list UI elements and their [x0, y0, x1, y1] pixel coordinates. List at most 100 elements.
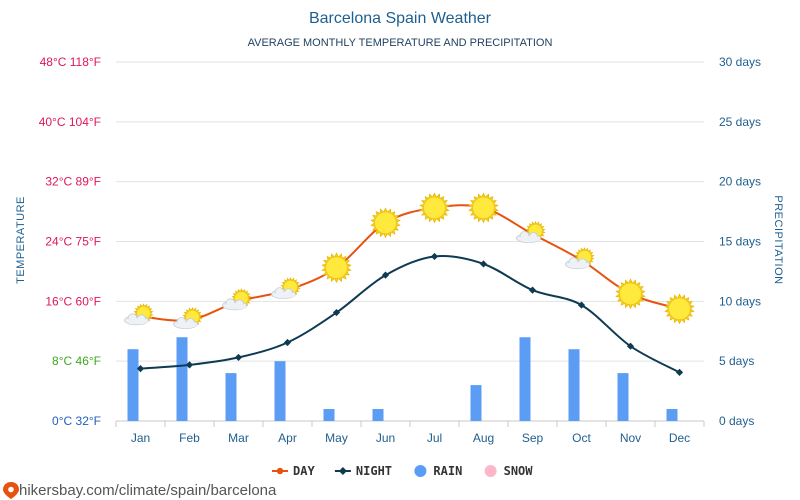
- x-tick-label: Feb: [179, 431, 200, 445]
- temperature-axis: 0°C 32°F 8°C 46°F 16°C 60°F 24°C 75°F 32°C 8…: [39, 55, 101, 428]
- cloud-fill: [567, 261, 589, 269]
- x-tick-label: Jul: [427, 431, 442, 445]
- legend-marker: [414, 465, 427, 477]
- partly-cloudy-icon: [173, 306, 203, 329]
- rain-bar: [323, 409, 335, 421]
- weather-icons: [124, 192, 695, 329]
- partly-cloudy-icon: [565, 247, 595, 270]
- rain-bar: [470, 385, 482, 421]
- legend-item-night: NIGHT: [334, 464, 392, 478]
- y2-tick-label: 30 days: [719, 55, 761, 69]
- cloud-fill: [175, 321, 197, 329]
- y-axis-title: TEMPERATURE: [15, 196, 27, 284]
- night-point: [136, 365, 145, 373]
- legend: DAY NIGHT RAIN SNOW: [272, 464, 533, 478]
- night-point: [234, 353, 243, 362]
- y2-tick-label: 10 days: [719, 294, 761, 308]
- y-tick-label: 8°C 46°F: [52, 354, 101, 368]
- partly-cloudy-icon: [271, 276, 301, 300]
- sun-icon: [419, 192, 450, 224]
- night-point: [675, 368, 684, 376]
- rain-bar: [666, 409, 678, 421]
- source-link[interactable]: hikersbay.com/climate/spain/barcelona: [19, 482, 277, 499]
- sun-disc: [374, 211, 397, 235]
- sun-icon: [664, 293, 695, 325]
- night-point: [479, 260, 488, 268]
- legend-label: DAY: [293, 464, 315, 478]
- temperature-lines: [136, 204, 684, 376]
- night-point: [626, 342, 635, 350]
- footer-source[interactable]: hikersbay.com/climate/spain/barcelona: [3, 482, 277, 499]
- rain-bar: [617, 373, 629, 421]
- sun-disc: [423, 196, 446, 220]
- sun-icon: [468, 192, 499, 224]
- x-tick-label: Sep: [522, 431, 544, 445]
- legend-label: SNOW: [504, 464, 534, 478]
- sun-disc: [325, 256, 348, 280]
- night-line: [140, 255, 680, 374]
- legend-marker: [338, 467, 347, 475]
- x-tick-label: Oct: [572, 431, 591, 445]
- y-tick-label: 32°C 89°F: [45, 175, 101, 189]
- chart-subtitle: AVERAGE MONTHLY TEMPERATURE AND PRECIPIT…: [248, 37, 553, 49]
- x-tick-label: Aug: [473, 431, 494, 445]
- night-point: [381, 271, 390, 279]
- sun-disc: [472, 196, 495, 220]
- precipitation-axis: 0 days 5 days 10 days 15 days 20 days 25 days…: [719, 55, 761, 428]
- x-tick-label: May: [325, 431, 348, 445]
- y2-tick-label: 5 days: [719, 354, 754, 368]
- y-tick-label: 40°C 104°F: [39, 115, 101, 129]
- partly-cloudy-icon: [124, 303, 154, 326]
- legend-label: NIGHT: [356, 464, 392, 478]
- y2-axis-title: PRECIPITATION: [772, 195, 784, 284]
- cloud-fill: [273, 291, 295, 299]
- night-point: [528, 286, 537, 294]
- partly-cloudy-icon: [516, 220, 546, 243]
- night-point: [283, 338, 292, 347]
- rain-bar: [127, 349, 139, 421]
- y2-tick-label: 20 days: [719, 175, 761, 189]
- map-pin-dot: [8, 486, 14, 493]
- sun-icon: [615, 278, 646, 310]
- x-tick-label: Nov: [620, 431, 641, 445]
- rain-bar: [372, 409, 384, 421]
- x-tick-label: Mar: [228, 431, 249, 445]
- x-tick-label: Jan: [131, 431, 150, 445]
- partly-cloudy-icon: [222, 288, 252, 311]
- rain-bar: [519, 337, 531, 421]
- y2-tick-label: 0 days: [719, 414, 754, 428]
- y-tick-label: 16°C 60°F: [45, 294, 101, 308]
- rain-bar: [176, 337, 188, 421]
- x-tick-label: Apr: [278, 431, 297, 445]
- night-point: [577, 301, 586, 309]
- legend-marker: [276, 467, 284, 475]
- rain-bar: [225, 373, 237, 421]
- cloud-fill: [126, 318, 148, 325]
- legend-label: RAIN: [433, 464, 462, 478]
- cloud-fill: [518, 235, 540, 243]
- rain-bars: [127, 337, 678, 421]
- sun-icon: [370, 207, 401, 239]
- x-tick-label: Dec: [669, 431, 690, 445]
- y-tick-label: 0°C 32°F: [52, 414, 101, 428]
- y-tick-label: 24°C 75°F: [45, 235, 101, 249]
- night-point: [332, 308, 341, 317]
- sun-disc: [619, 282, 642, 306]
- sun-disc: [668, 297, 691, 321]
- legend-item-snow: SNOW: [484, 464, 534, 478]
- night-point: [430, 252, 439, 261]
- x-tick-label: Jun: [376, 431, 395, 445]
- rain-bar: [568, 349, 580, 421]
- month-axis: Jan Feb Mar Apr May Jun Jul Aug Sep Oct Nov Dec: [131, 431, 690, 445]
- sun-icon: [321, 252, 352, 284]
- grid: [115, 61, 705, 427]
- rain-bar: [274, 361, 286, 421]
- y-tick-label: 48°C 118°F: [40, 55, 101, 69]
- y2-tick-label: 25 days: [719, 115, 761, 129]
- legend-marker: [484, 465, 497, 477]
- chart-title: Barcelona Spain Weather: [309, 10, 492, 27]
- legend-item-day: DAY: [272, 464, 315, 478]
- legend-item-rain: RAIN: [414, 464, 462, 478]
- cloud-fill: [224, 303, 246, 310]
